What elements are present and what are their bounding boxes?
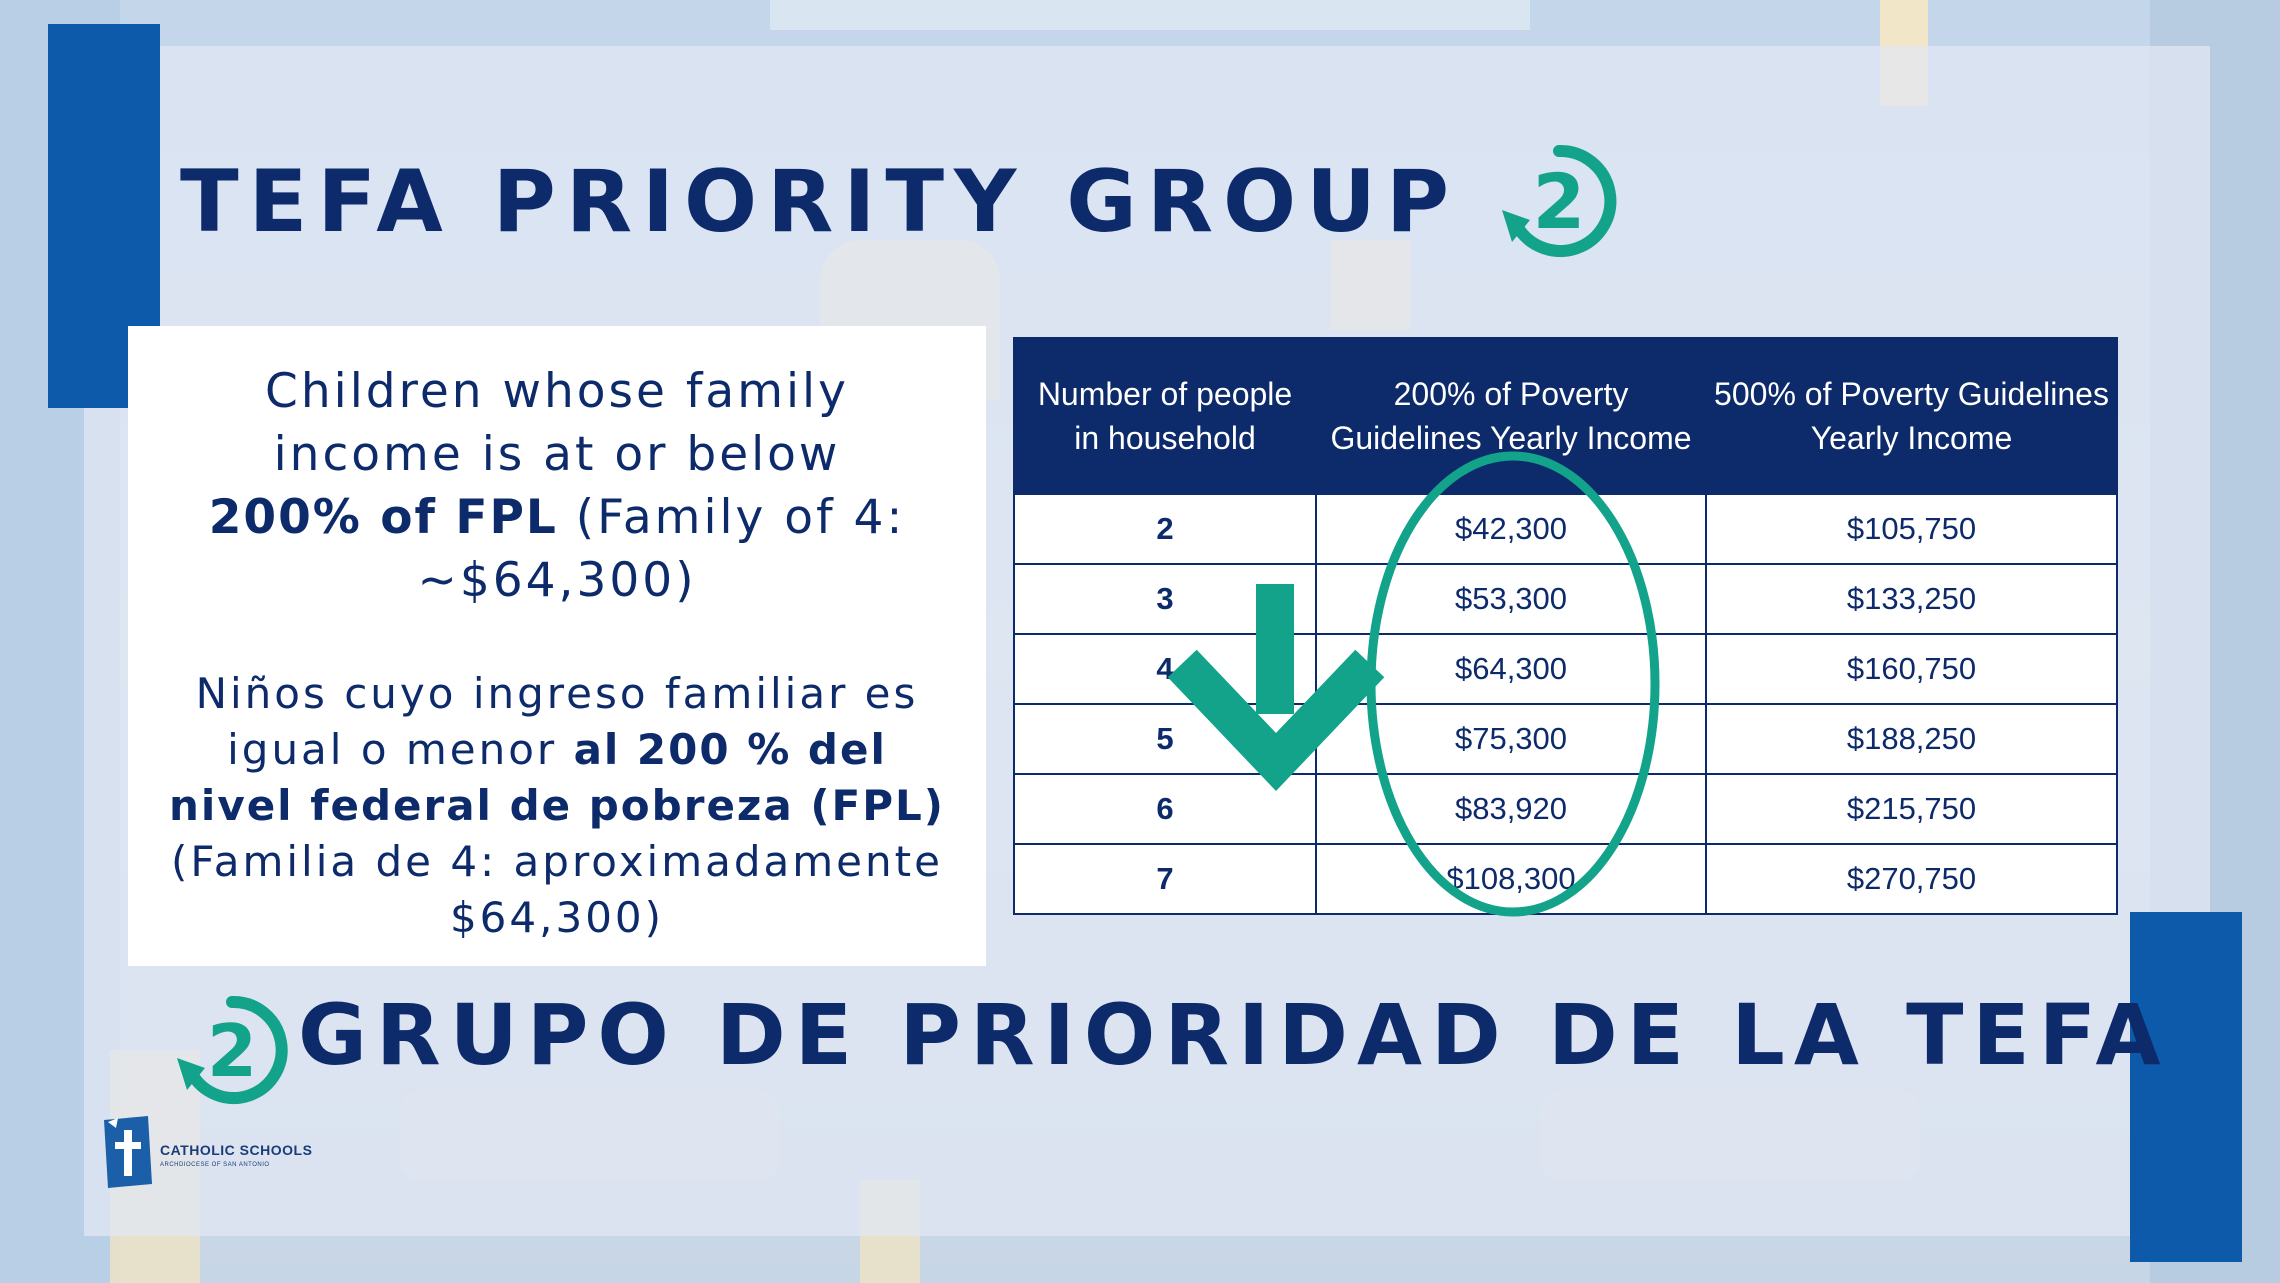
header-household: Number of people in household xyxy=(1013,337,1317,495)
income-200: $75,300 xyxy=(1315,703,1707,775)
income-500: $270,750 xyxy=(1705,843,2118,915)
logo-subtitle: ARCHDIOCESE OF SAN ANTONIO xyxy=(160,1162,270,1168)
table-row: 2 $42,300 $105,750 xyxy=(1013,493,2118,565)
income-500: $133,250 xyxy=(1705,563,2118,635)
income-200: $53,300 xyxy=(1315,563,1707,635)
household-size: 6 xyxy=(1013,773,1317,845)
table-row: 3 $53,300 $133,250 xyxy=(1013,563,2118,635)
spanish-part-1: Niños cuyo ingreso familiar es igual o m… xyxy=(195,669,919,774)
header-500: 500% of Poverty Guidelines Yearly Income xyxy=(1705,337,2118,495)
spanish-part-2: (Familia de 4: aproximadamente $64,300) xyxy=(171,837,943,942)
income-200: $42,300 xyxy=(1315,493,1707,565)
english-line-4: ~$64,300) xyxy=(417,553,697,608)
table-row: 6 $83,920 $215,750 xyxy=(1013,773,2118,845)
circular-2-icon: 2 xyxy=(172,990,292,1110)
english-bold: 200% of FPL xyxy=(208,490,558,545)
income-500: $160,750 xyxy=(1705,633,2118,705)
circular-2-icon: 2 xyxy=(1496,138,1622,264)
english-line-1: Children whose family xyxy=(265,364,849,419)
household-size: 4 xyxy=(1013,633,1317,705)
english-line-2: income is at or below xyxy=(273,427,841,482)
table-row: 4 $64,300 $160,750 xyxy=(1013,633,2118,705)
page-title-spanish: GRUPO DE PRIORIDAD DE LA TEFA xyxy=(298,986,2170,1084)
header-200: 200% of Poverty Guidelines Yearly Income xyxy=(1315,337,1707,495)
income-500: $188,250 xyxy=(1705,703,2118,775)
english-description: Children whose family income is at or be… xyxy=(168,360,946,612)
household-size: 2 xyxy=(1013,493,1317,565)
income-200: $64,300 xyxy=(1315,633,1707,705)
table-header-row: Number of people in household 200% of Po… xyxy=(1013,337,2118,495)
logo-name: CATHOLIC SCHOOLS xyxy=(160,1142,313,1158)
table-row: 7 $108,300 $270,750 xyxy=(1013,843,2118,915)
household-size: 7 xyxy=(1013,843,1317,915)
english-rest: (Family of 4: xyxy=(557,490,906,545)
spanish-description: Niños cuyo ingreso familiar es igual o m… xyxy=(168,666,946,946)
spanish-bold: al 200 % del nivel federal de pobreza (F… xyxy=(169,725,945,830)
household-size: 5 xyxy=(1013,703,1317,775)
cross-logo-icon xyxy=(104,1116,152,1188)
income-200: $83,920 xyxy=(1315,773,1707,845)
svg-text:2: 2 xyxy=(1533,157,1586,246)
table-row: 5 $75,300 $188,250 xyxy=(1013,703,2118,775)
income-200: $108,300 xyxy=(1315,843,1707,915)
income-500: $215,750 xyxy=(1705,773,2118,845)
income-500: $105,750 xyxy=(1705,493,2118,565)
description-box: Children whose family income is at or be… xyxy=(128,326,986,966)
income-table: Number of people in household 200% of Po… xyxy=(1013,337,2118,915)
page-title: TEFA PRIORITY GROUP xyxy=(180,152,1460,252)
svg-text:2: 2 xyxy=(207,1009,257,1093)
bottom-right-blue-bar xyxy=(2130,912,2242,1262)
household-size: 3 xyxy=(1013,563,1317,635)
catholic-schools-logo: CATHOLIC SCHOOLS ARCHDIOCESE OF SAN ANTO… xyxy=(104,1116,344,1192)
